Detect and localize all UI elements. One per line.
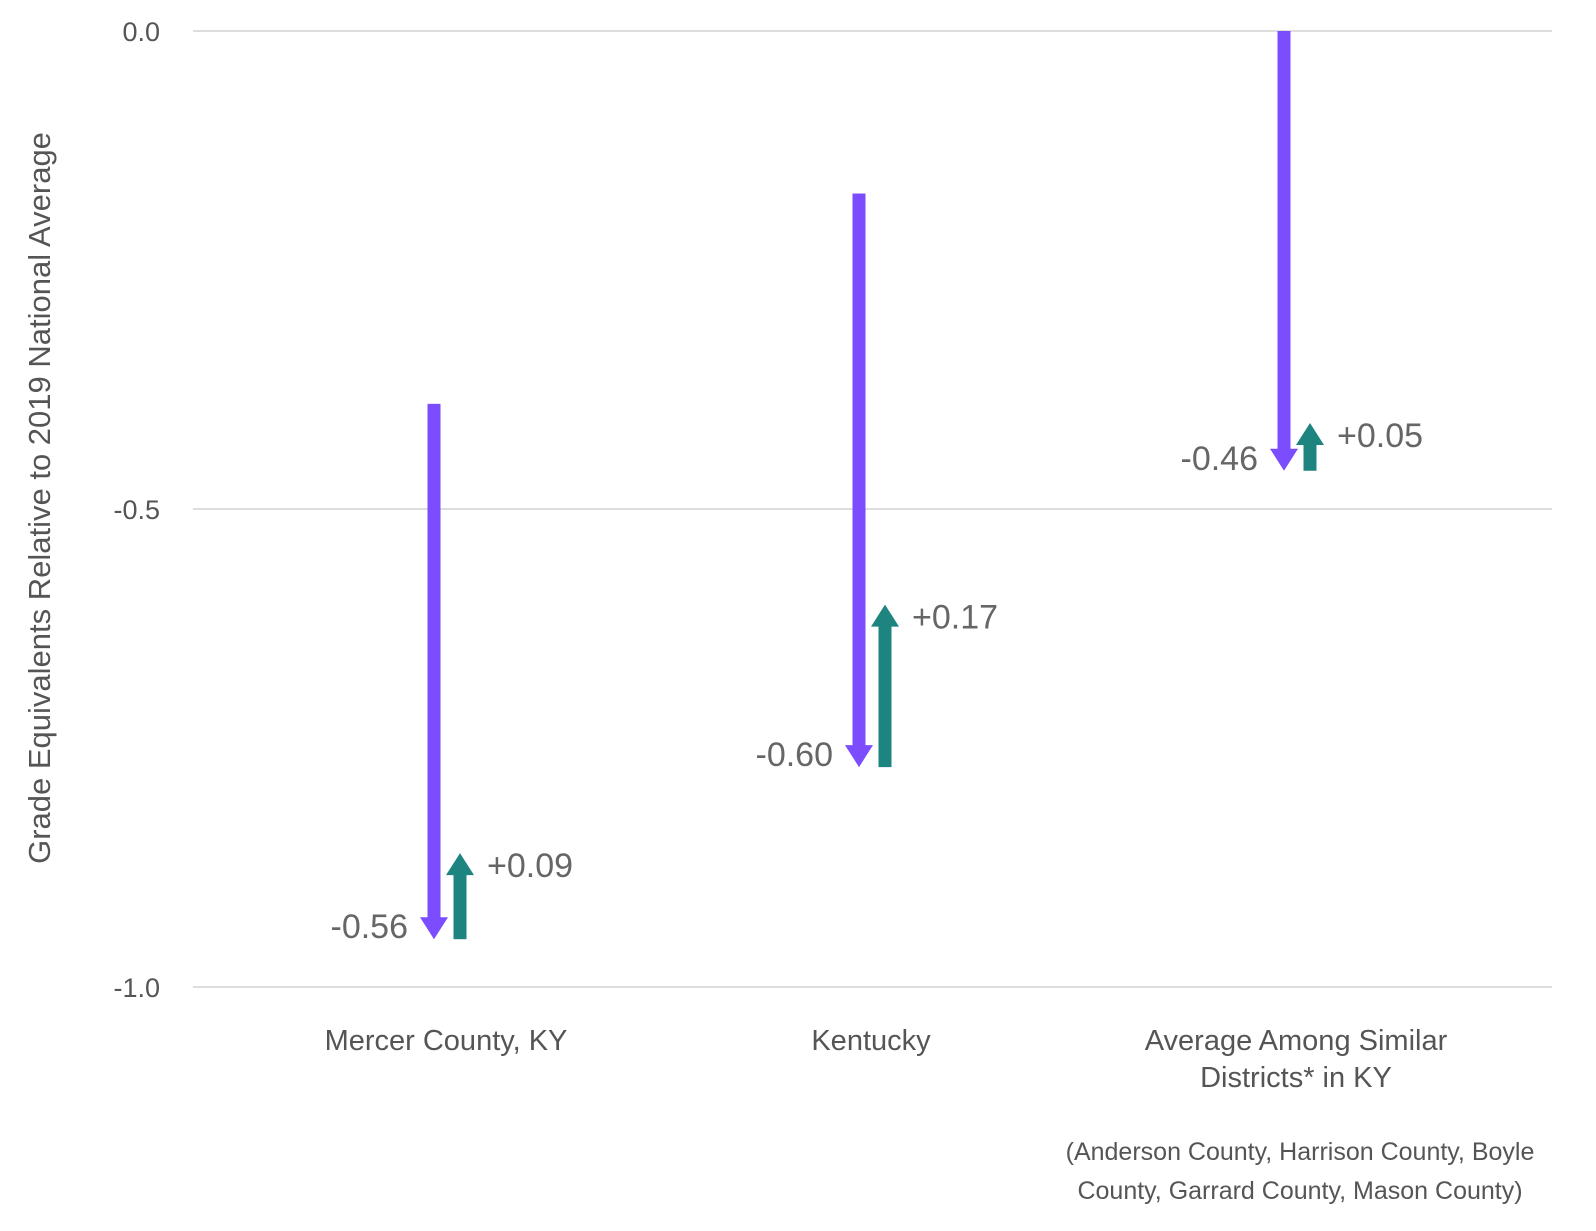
gridlines <box>193 30 1552 988</box>
recovery-arrow <box>1296 422 1324 471</box>
decline-arrow-shaft <box>852 193 866 748</box>
decline-value-label: -0.56 <box>331 908 409 946</box>
recovery-arrow-shaft <box>1303 442 1317 471</box>
category-labels: Mercer County, KY Kentucky Average Among S… <box>325 1025 1448 1094</box>
recovery-arrow <box>446 853 474 940</box>
category-label: Kentucky <box>811 1025 931 1057</box>
decline-arrow <box>845 193 873 768</box>
recovery-arrow-shaft <box>453 873 467 940</box>
decline-value-label: -0.60 <box>756 736 834 774</box>
recovery-value-label: +0.09 <box>487 847 573 885</box>
decline-arrow-head <box>420 917 448 940</box>
footnote-line: County, Garrard County, Mason County) <box>1077 1177 1522 1205</box>
recovery-arrow-head <box>446 853 474 876</box>
decline-arrow-shaft <box>1277 31 1291 451</box>
decline-arrow-shaft <box>427 403 441 920</box>
y-tick-label: 0.0 <box>122 17 160 47</box>
category-label: Average Among Similar <box>1145 1025 1448 1057</box>
recovery-arrow <box>871 604 899 768</box>
decline-arrow <box>1270 31 1298 471</box>
recovery-value-label: +0.05 <box>1337 417 1423 455</box>
footnote-line: (Anderson County, Harrison County, Boyle <box>1066 1138 1535 1166</box>
y-tick-label: -0.5 <box>113 495 160 525</box>
recovery-arrow-shaft <box>878 624 892 768</box>
recovery-arrow-head <box>871 604 899 627</box>
recovery-value-label: +0.17 <box>912 599 998 637</box>
y-tick-labels: 0.0 -0.5 -1.0 <box>113 17 160 1003</box>
y-tick-label: -1.0 <box>113 973 160 1003</box>
decline-arrow-head <box>1270 448 1298 471</box>
decline-value-label: -0.46 <box>1181 440 1259 478</box>
decline-arrow <box>420 403 448 940</box>
footnote: (Anderson County, Harrison County, Boyle… <box>1066 1138 1535 1205</box>
decline-arrow-head <box>845 745 873 768</box>
recovery-arrow-head <box>1296 422 1324 445</box>
arrow-marks: -0.56 +0.09 -0.60 +0.17 -0.46 +0.05 <box>331 31 1423 946</box>
y-axis-title: Grade Equivalents Relative to 2019 Natio… <box>22 132 57 864</box>
category-label: Districts* in KY <box>1200 1062 1392 1094</box>
category-label: Mercer County, KY <box>325 1025 568 1057</box>
